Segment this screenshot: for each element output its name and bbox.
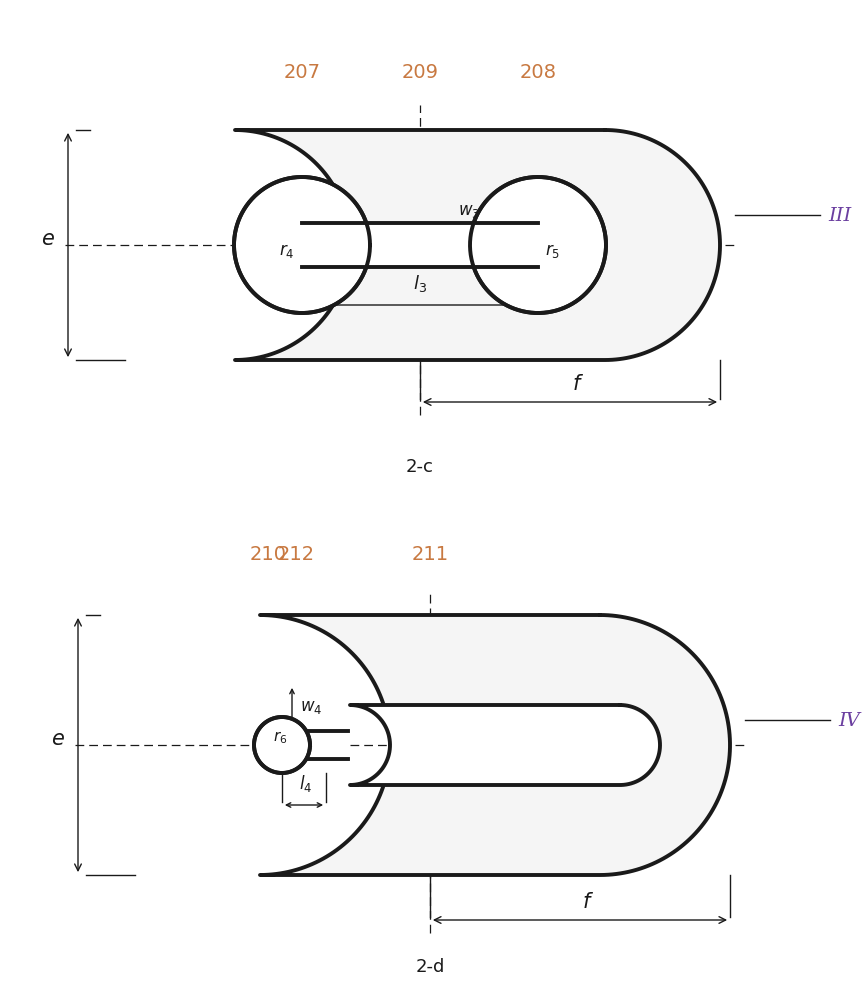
Text: $r_4$: $r_4$ xyxy=(280,242,295,260)
Polygon shape xyxy=(235,130,720,360)
Text: 210: 210 xyxy=(249,545,287,564)
Text: $w_3$: $w_3$ xyxy=(458,203,480,220)
Polygon shape xyxy=(302,223,538,267)
Text: $f$: $f$ xyxy=(582,892,594,912)
Polygon shape xyxy=(254,717,310,773)
Text: $r_6$: $r_6$ xyxy=(273,729,287,746)
Text: 209: 209 xyxy=(401,63,438,82)
Polygon shape xyxy=(234,177,370,313)
Text: $w_4$: $w_4$ xyxy=(300,699,322,716)
Text: $l_4$: $l_4$ xyxy=(299,773,312,794)
Text: 211: 211 xyxy=(412,545,449,564)
Text: 2-c: 2-c xyxy=(406,458,434,476)
Polygon shape xyxy=(470,177,606,313)
Text: 2-d: 2-d xyxy=(415,958,444,976)
Text: 207: 207 xyxy=(284,63,320,82)
Polygon shape xyxy=(350,705,660,785)
Text: $l_3$: $l_3$ xyxy=(413,273,427,294)
Text: III: III xyxy=(828,207,851,225)
Polygon shape xyxy=(260,615,730,875)
Polygon shape xyxy=(307,731,348,759)
Text: $f$: $f$ xyxy=(572,374,584,394)
Text: $n_2$: $n_2$ xyxy=(536,751,554,768)
Text: 212: 212 xyxy=(277,545,314,564)
Text: $m_2$: $m_2$ xyxy=(455,751,480,768)
Text: $r_5$: $r_5$ xyxy=(545,242,561,260)
Text: 208: 208 xyxy=(520,63,557,82)
Text: $e$: $e$ xyxy=(41,230,55,249)
Text: $e$: $e$ xyxy=(51,730,65,749)
Text: IV: IV xyxy=(838,712,860,730)
